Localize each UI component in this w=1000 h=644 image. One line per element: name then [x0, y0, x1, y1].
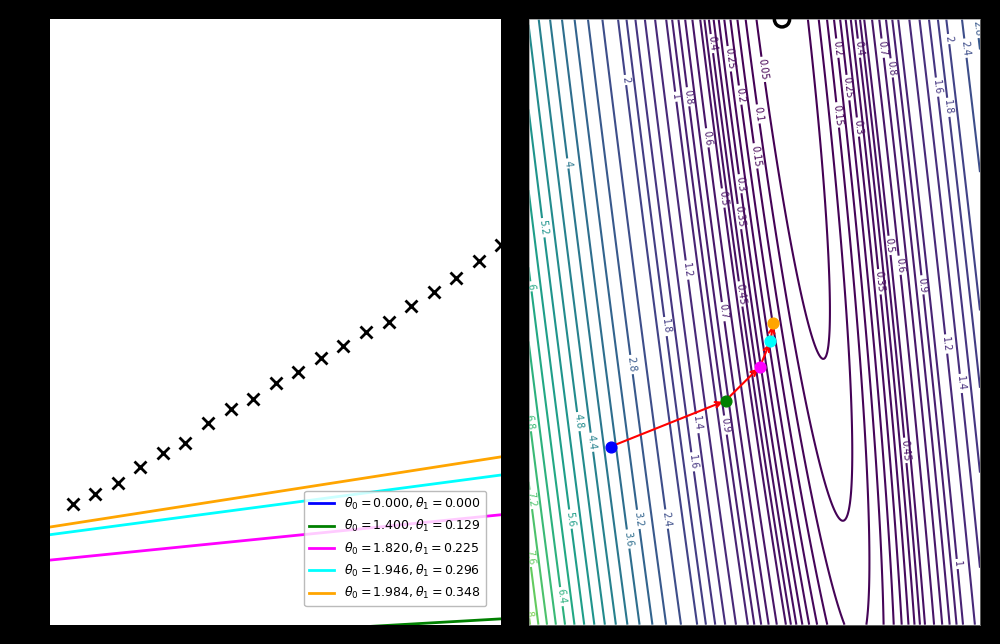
Text: 1.8: 1.8: [660, 318, 671, 335]
Text: 2.4: 2.4: [960, 40, 971, 57]
Text: 5.2: 5.2: [537, 220, 549, 236]
Text: 8: 8: [523, 610, 534, 617]
Text: 5.6: 5.6: [564, 511, 576, 527]
Text: 7.2: 7.2: [525, 491, 537, 507]
Point: [718, 395, 734, 406]
Point: [603, 442, 619, 452]
Text: 1.4: 1.4: [691, 415, 703, 432]
Text: 0.4: 0.4: [853, 40, 865, 56]
Text: 1.6: 1.6: [687, 453, 699, 470]
Point: [752, 361, 768, 372]
Text: 0.45: 0.45: [734, 283, 747, 305]
Text: 0.3: 0.3: [734, 175, 746, 192]
Point: [762, 336, 778, 346]
Text: 4: 4: [562, 160, 573, 167]
Text: 4.8: 4.8: [572, 413, 584, 430]
Point: [774, 14, 790, 24]
Text: 0.05: 0.05: [757, 58, 770, 80]
Text: 1.2: 1.2: [681, 261, 693, 278]
Text: 0.35: 0.35: [873, 270, 885, 293]
Point: [765, 317, 781, 328]
Text: 0.5: 0.5: [717, 190, 729, 206]
Text: 1.8: 1.8: [942, 99, 954, 115]
Text: 0.3: 0.3: [852, 119, 864, 135]
Text: 1: 1: [670, 93, 681, 100]
Text: 0.35: 0.35: [733, 205, 746, 228]
Text: 0.2: 0.2: [734, 87, 746, 103]
Text: 0.1: 0.1: [752, 106, 764, 122]
Text: 1: 1: [952, 560, 962, 567]
Text: 7.6: 7.6: [524, 549, 536, 565]
Text: 0.7: 0.7: [877, 40, 889, 57]
Text: 4.4: 4.4: [586, 434, 598, 450]
Text: 6.4: 6.4: [555, 589, 567, 605]
Text: 0.25: 0.25: [842, 76, 854, 99]
Text: 0.25: 0.25: [723, 48, 736, 70]
Text: 2.4: 2.4: [661, 511, 673, 527]
Text: 3.6: 3.6: [622, 531, 634, 547]
Text: 0.4: 0.4: [706, 35, 718, 52]
Text: 0.7: 0.7: [717, 303, 729, 320]
Text: 2: 2: [620, 76, 631, 84]
Text: 0.8: 0.8: [682, 89, 694, 105]
Text: 0.2: 0.2: [831, 40, 843, 57]
Text: 2.8: 2.8: [972, 20, 983, 37]
Text: 0.15: 0.15: [749, 144, 762, 167]
Text: 6: 6: [526, 283, 536, 290]
Text: 3.2: 3.2: [632, 511, 644, 527]
Text: 0.5: 0.5: [884, 237, 895, 254]
Text: 0.9: 0.9: [719, 417, 731, 433]
Text: 0.45: 0.45: [899, 439, 911, 462]
Text: 1.2: 1.2: [940, 336, 952, 352]
Text: 0.6: 0.6: [701, 129, 713, 146]
Text: 0.9: 0.9: [917, 277, 928, 293]
Text: 0.6: 0.6: [894, 257, 905, 273]
Text: 2: 2: [943, 35, 954, 43]
Text: 1.4: 1.4: [955, 375, 967, 392]
Text: 0.15: 0.15: [832, 104, 844, 126]
Text: 0.8: 0.8: [886, 60, 898, 76]
Legend: $\theta_0 = 0.000, \theta_1 = 0.000$, $\theta_0 = 1.400, \theta_1 = 0.129$, $\th: $\theta_0 = 0.000, \theta_1 = 0.000$, $\…: [304, 491, 486, 606]
Text: 2.8: 2.8: [626, 356, 637, 373]
Text: 6.8: 6.8: [524, 413, 536, 430]
Text: 1.6: 1.6: [931, 79, 943, 95]
